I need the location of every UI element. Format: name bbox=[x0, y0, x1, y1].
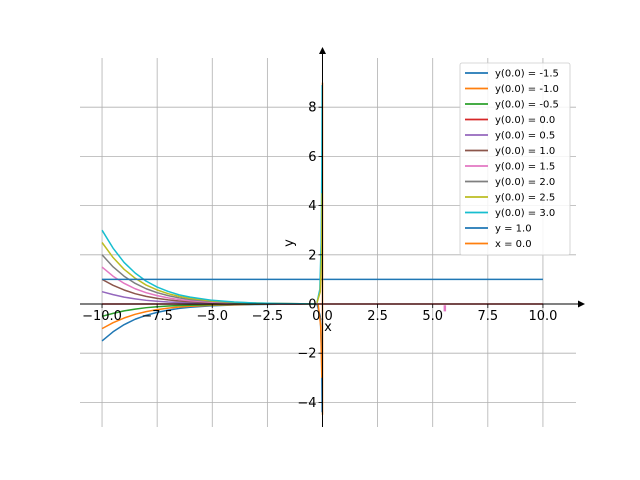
legend-label-2: y(0.0) = -0.5 bbox=[495, 100, 559, 111]
legend-label-10: y = 1.0 bbox=[495, 224, 532, 235]
legend-box bbox=[459, 62, 571, 256]
spike-line-2 bbox=[317, 303, 323, 378]
y-tick-label-1: −2 bbox=[297, 347, 316, 362]
axes bbox=[80, 47, 585, 427]
legend-label-5: y(0.0) = 1.0 bbox=[495, 146, 555, 157]
x-tick-label-0: −10.0 bbox=[82, 309, 122, 324]
x-tick-label-1: −7.5 bbox=[141, 309, 173, 324]
spike-line-3 bbox=[316, 193, 323, 303]
legend-label-11: x = 0.0 bbox=[495, 239, 532, 250]
y-tick-label-5: 6 bbox=[308, 150, 316, 165]
y-tick-label-4: 4 bbox=[308, 199, 316, 214]
y-axis-label: y bbox=[282, 239, 297, 247]
legend-label-3: y(0.0) = 0.0 bbox=[495, 115, 555, 126]
x-tick-label-2: −5.0 bbox=[196, 309, 228, 324]
x-tick-label-3: −2.5 bbox=[252, 309, 284, 324]
x-tick-label-8: 10.0 bbox=[528, 309, 557, 324]
x-axis-label: x bbox=[324, 320, 332, 335]
legend: y(0.0) = -1.5 y(0.0) = -1.0 y(0.0) = -0.5 y… bbox=[459, 62, 571, 256]
x-tick-label-6: 5.0 bbox=[422, 309, 443, 324]
legend-label-9: y(0.0) = 3.0 bbox=[495, 208, 555, 219]
x-tick-label-5: 2.5 bbox=[367, 309, 388, 324]
y-axis-arrow bbox=[318, 47, 326, 54]
x-tick-label-4: 0.0 bbox=[312, 309, 333, 324]
legend-label-6: y(0.0) = 1.5 bbox=[495, 162, 555, 173]
tick-labels: −10.0 −7.5 −5.0 −2.5 0.0 2.5 5.0 7.5 10.0 −4 −2 0 2 4… bbox=[82, 101, 557, 411]
y-tick-label-0: −4 bbox=[297, 396, 316, 411]
legend-label-8: y(0.0) = 2.5 bbox=[495, 193, 555, 204]
legend-label-7: y(0.0) = 2.0 bbox=[495, 177, 555, 188]
x-axis-arrow bbox=[578, 300, 585, 308]
y-tick-label-2: 0 bbox=[308, 298, 316, 313]
legend-label-1: y(0.0) = -1.0 bbox=[495, 84, 559, 95]
legend-label-0: y(0.0) = -1.5 bbox=[495, 69, 559, 80]
x-tick-label-7: 7.5 bbox=[477, 309, 498, 324]
y-tick-label-6: 8 bbox=[308, 101, 316, 116]
legend-label-4: y(0.0) = 0.5 bbox=[495, 131, 555, 142]
series-line-9 bbox=[101, 229, 316, 305]
y-tick-label-3: 2 bbox=[308, 248, 316, 263]
